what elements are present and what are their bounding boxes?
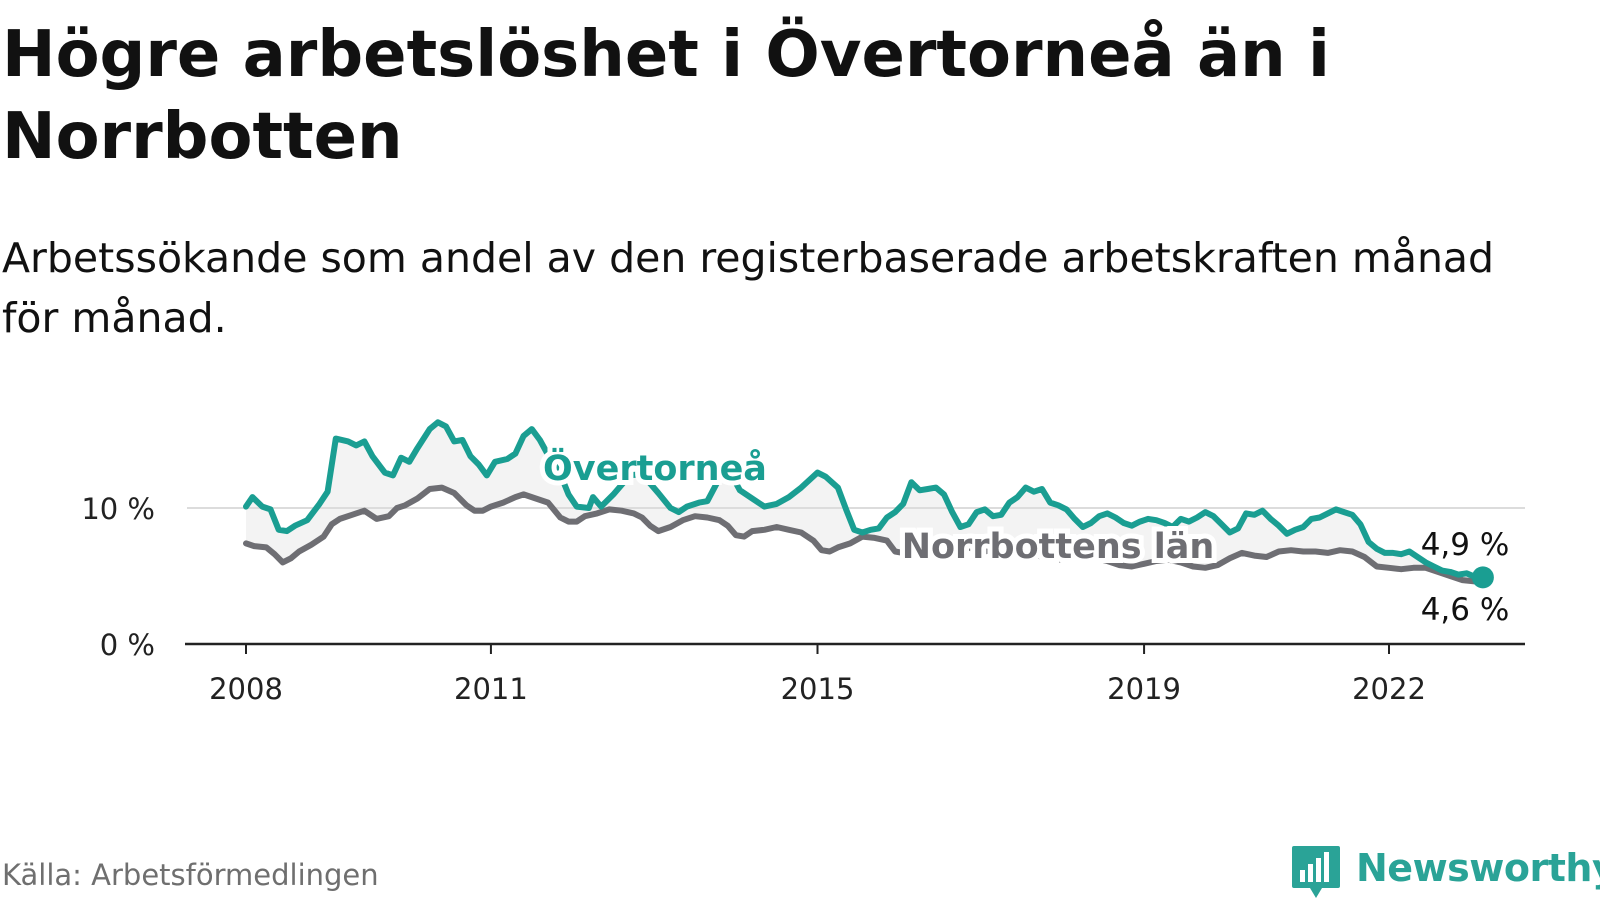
end-label-norrbotten: 4,6 % xyxy=(1421,592,1510,628)
end-marker-overtornea xyxy=(1471,566,1494,589)
x-tick-label-2022: 2022 xyxy=(1352,672,1426,706)
x-tick-label-2008: 2008 xyxy=(209,672,283,706)
line-chart: 0 % 10 % 2008 2011 2015 2019 2022 Övertorneå N… xyxy=(0,380,1600,740)
series-label-overtornea: Övertorneå xyxy=(543,447,767,489)
series-line-norrbotten xyxy=(243,484,1486,585)
newsworthy-logo[interactable]: Newsworthy xyxy=(1290,840,1600,898)
gap-band xyxy=(246,422,1483,582)
x-tick-label-2019: 2019 xyxy=(1107,672,1181,706)
series-line-overtornea xyxy=(243,419,1486,581)
chart-title: Högre arbetslöshet i Övertorneå än i Nor… xyxy=(2,18,1330,174)
x-tick-label-2011: 2011 xyxy=(454,672,528,706)
chart-subtitle: Arbetssökande som andel av den registerb… xyxy=(2,234,1495,342)
series-label-norrbotten: Norrbottens län xyxy=(902,527,1215,567)
y-tick-label-10: 10 % xyxy=(81,492,155,526)
end-label-overtornea: 4,9 % xyxy=(1421,527,1510,563)
y-tick-label-0: 0 % xyxy=(100,628,155,662)
brand-name: Newsworthy xyxy=(1356,846,1600,890)
source-note: Källa: Arbetsförmedlingen xyxy=(2,858,379,892)
newsworthy-bar-chart-icon xyxy=(1292,846,1340,898)
x-tick-label-2015: 2015 xyxy=(781,672,855,706)
